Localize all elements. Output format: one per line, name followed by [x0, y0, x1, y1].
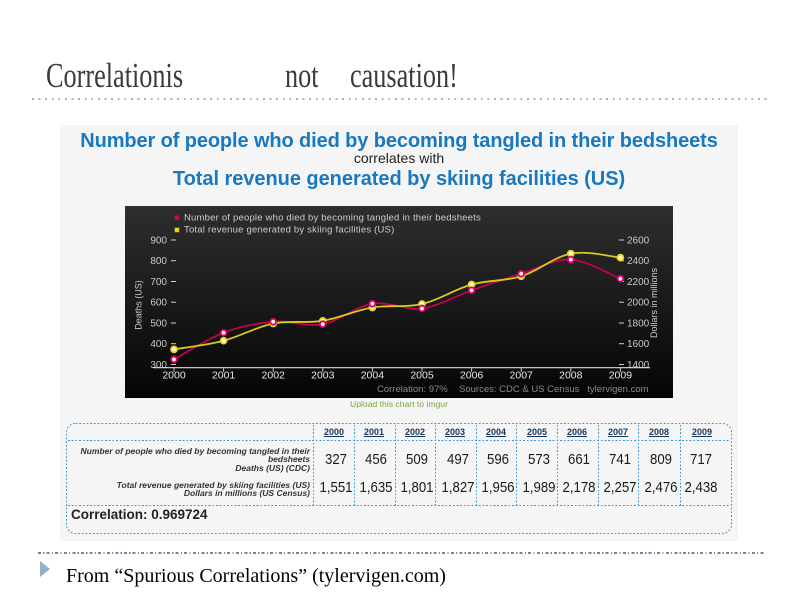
- svg-text:1600: 1600: [627, 339, 650, 350]
- svg-text:500: 500: [150, 319, 167, 330]
- svg-text:Deaths (US): Deaths (US): [134, 280, 144, 330]
- svg-text:2001: 2001: [212, 370, 236, 382]
- svg-text:2003: 2003: [311, 370, 335, 382]
- svg-text:2000: 2000: [627, 298, 650, 309]
- svg-text:600: 600: [150, 298, 167, 309]
- svg-text:2008: 2008: [559, 370, 583, 382]
- svg-text:Sources: CDC & US Census tyl: Sources: CDC & US Census tylervigen.com: [459, 384, 649, 395]
- svg-text:2002: 2002: [262, 370, 286, 382]
- svg-text:2600: 2600: [627, 236, 650, 247]
- svg-text:2009: 2009: [609, 370, 633, 382]
- svg-text:2007: 2007: [510, 370, 534, 382]
- svg-text:Correlation: 97%: Correlation: 97%: [377, 384, 448, 395]
- svg-text:2006: 2006: [460, 370, 484, 382]
- svg-text:2005: 2005: [410, 370, 434, 382]
- svg-text:1400: 1400: [627, 360, 650, 371]
- svg-text:700: 700: [150, 277, 167, 288]
- svg-text:300: 300: [150, 360, 167, 371]
- svg-text:400: 400: [150, 339, 167, 350]
- svg-text:Number of people who died by b: Number of people who died by becoming ta…: [184, 213, 481, 224]
- svg-text:1800: 1800: [627, 319, 650, 330]
- svg-text:2200: 2200: [627, 277, 650, 288]
- svg-text:Total revenue generated by ski: Total revenue generated by skiing facili…: [184, 225, 394, 236]
- svg-text:2004: 2004: [361, 370, 385, 382]
- svg-text:Dollars in millions: Dollars in millions: [649, 267, 659, 338]
- svg-text:800: 800: [150, 256, 167, 267]
- svg-text:2000: 2000: [162, 370, 186, 382]
- svg-text:2400: 2400: [627, 256, 650, 267]
- svg-text:900: 900: [150, 236, 167, 247]
